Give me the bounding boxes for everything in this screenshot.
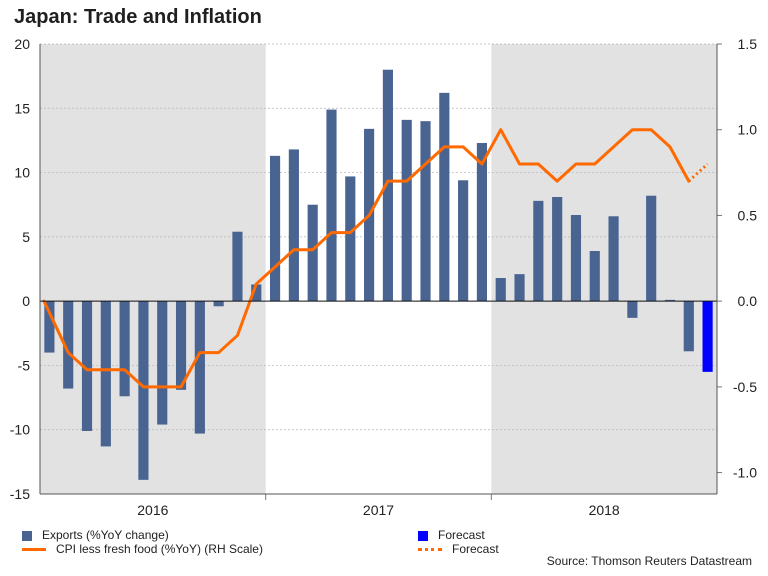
- export-bar: [458, 180, 469, 302]
- export-bar: [175, 301, 187, 390]
- export-bar: [646, 195, 657, 302]
- export-bar: [495, 278, 506, 302]
- source-note: Source: Thomson Reuters Datastream: [546, 554, 752, 568]
- gridlines: [40, 43, 717, 431]
- cpi-forecast-line: [687, 162, 709, 183]
- right-tick-label: 0.0: [738, 293, 758, 309]
- export-bar: [326, 109, 337, 302]
- export-bar: [119, 301, 130, 397]
- legend-swatch-cpi: [22, 548, 46, 552]
- right-tick-label: 0.5: [738, 207, 758, 223]
- legend-cpi-forecast: Forecast: [418, 542, 499, 556]
- legend-cpi: CPI less fresh food (%YoY) (RH Scale): [22, 542, 263, 556]
- export-bar: [401, 119, 412, 302]
- left-tick-label: 0: [22, 293, 30, 309]
- export-bar: [307, 204, 318, 302]
- export-bar: [476, 143, 488, 302]
- export-bar: [664, 299, 676, 302]
- export-bar: [138, 301, 149, 480]
- cpi-line: [42, 128, 709, 389]
- cpi-series-line: [42, 128, 691, 389]
- export-bar: [194, 301, 205, 434]
- export-bar: [345, 176, 356, 302]
- left-tick-label: 5: [22, 229, 30, 245]
- x-label-2017: 2017: [363, 502, 394, 518]
- export-bar: [627, 301, 638, 318]
- export-bar: [100, 301, 111, 447]
- right-tick-label: -0.5: [733, 379, 757, 395]
- export-bar: [232, 231, 243, 302]
- export-bar: [589, 251, 600, 302]
- export-bar: [44, 301, 55, 353]
- left-tick-label: -5: [18, 357, 31, 373]
- legend-label-cpi-forecast: Forecast: [452, 542, 499, 556]
- year-band-2016: [40, 44, 266, 494]
- chart-title: Japan: Trade and Inflation: [14, 6, 262, 28]
- export-bar: [514, 274, 525, 302]
- legend-exports: Exports (%YoY change): [22, 528, 169, 542]
- tick-labels: 2016 2017 2018 20 15 10 5 0 -5 -10 -15 1.5 1.0 0.5 0.0…: [10, 36, 757, 518]
- shaded-year-bands: [40, 44, 717, 494]
- x-label-2016: 2016: [137, 502, 168, 518]
- axes: [39, 43, 722, 500]
- left-tick-label: 20: [14, 36, 30, 52]
- x-label-2018: 2018: [589, 502, 620, 518]
- left-tick-label: 15: [14, 100, 30, 116]
- export-bar: [552, 197, 563, 302]
- export-bar: [213, 301, 224, 307]
- legend-label-exports: Exports (%YoY change): [42, 528, 169, 542]
- right-tick-label: 1.0: [738, 122, 758, 138]
- legend-label-exports-forecast: Forecast: [438, 528, 485, 542]
- left-tick-label: -10: [10, 422, 30, 438]
- legend-exports-forecast: Forecast: [418, 528, 485, 542]
- export-bar: [251, 284, 262, 302]
- export-bar: [439, 92, 450, 302]
- export-bar: [382, 69, 393, 302]
- left-tick-label: -15: [10, 486, 30, 502]
- year-band-2018: [491, 44, 717, 494]
- export-bar: [420, 121, 431, 302]
- export-forecast-bar: [702, 301, 713, 372]
- legend-label-cpi: CPI less fresh food (%YoY) (RH Scale): [56, 542, 263, 556]
- export-bar: [157, 301, 168, 425]
- right-tick-label: -1.0: [733, 465, 757, 481]
- export-bar: [81, 301, 93, 431]
- legend-swatch-exports: [22, 530, 32, 541]
- export-bar: [288, 149, 299, 302]
- right-tick-label: 1.5: [738, 36, 758, 52]
- export-bar: [533, 200, 544, 302]
- left-tick-label: 10: [14, 165, 30, 181]
- export-bar: [683, 301, 694, 352]
- export-bar: [570, 215, 582, 302]
- legend-swatch-exports-forecast: [418, 530, 428, 541]
- export-bar: [269, 155, 281, 302]
- export-bar: [63, 301, 74, 389]
- legend-swatch-cpi-forecast: [418, 548, 442, 552]
- export-bar: [608, 216, 619, 302]
